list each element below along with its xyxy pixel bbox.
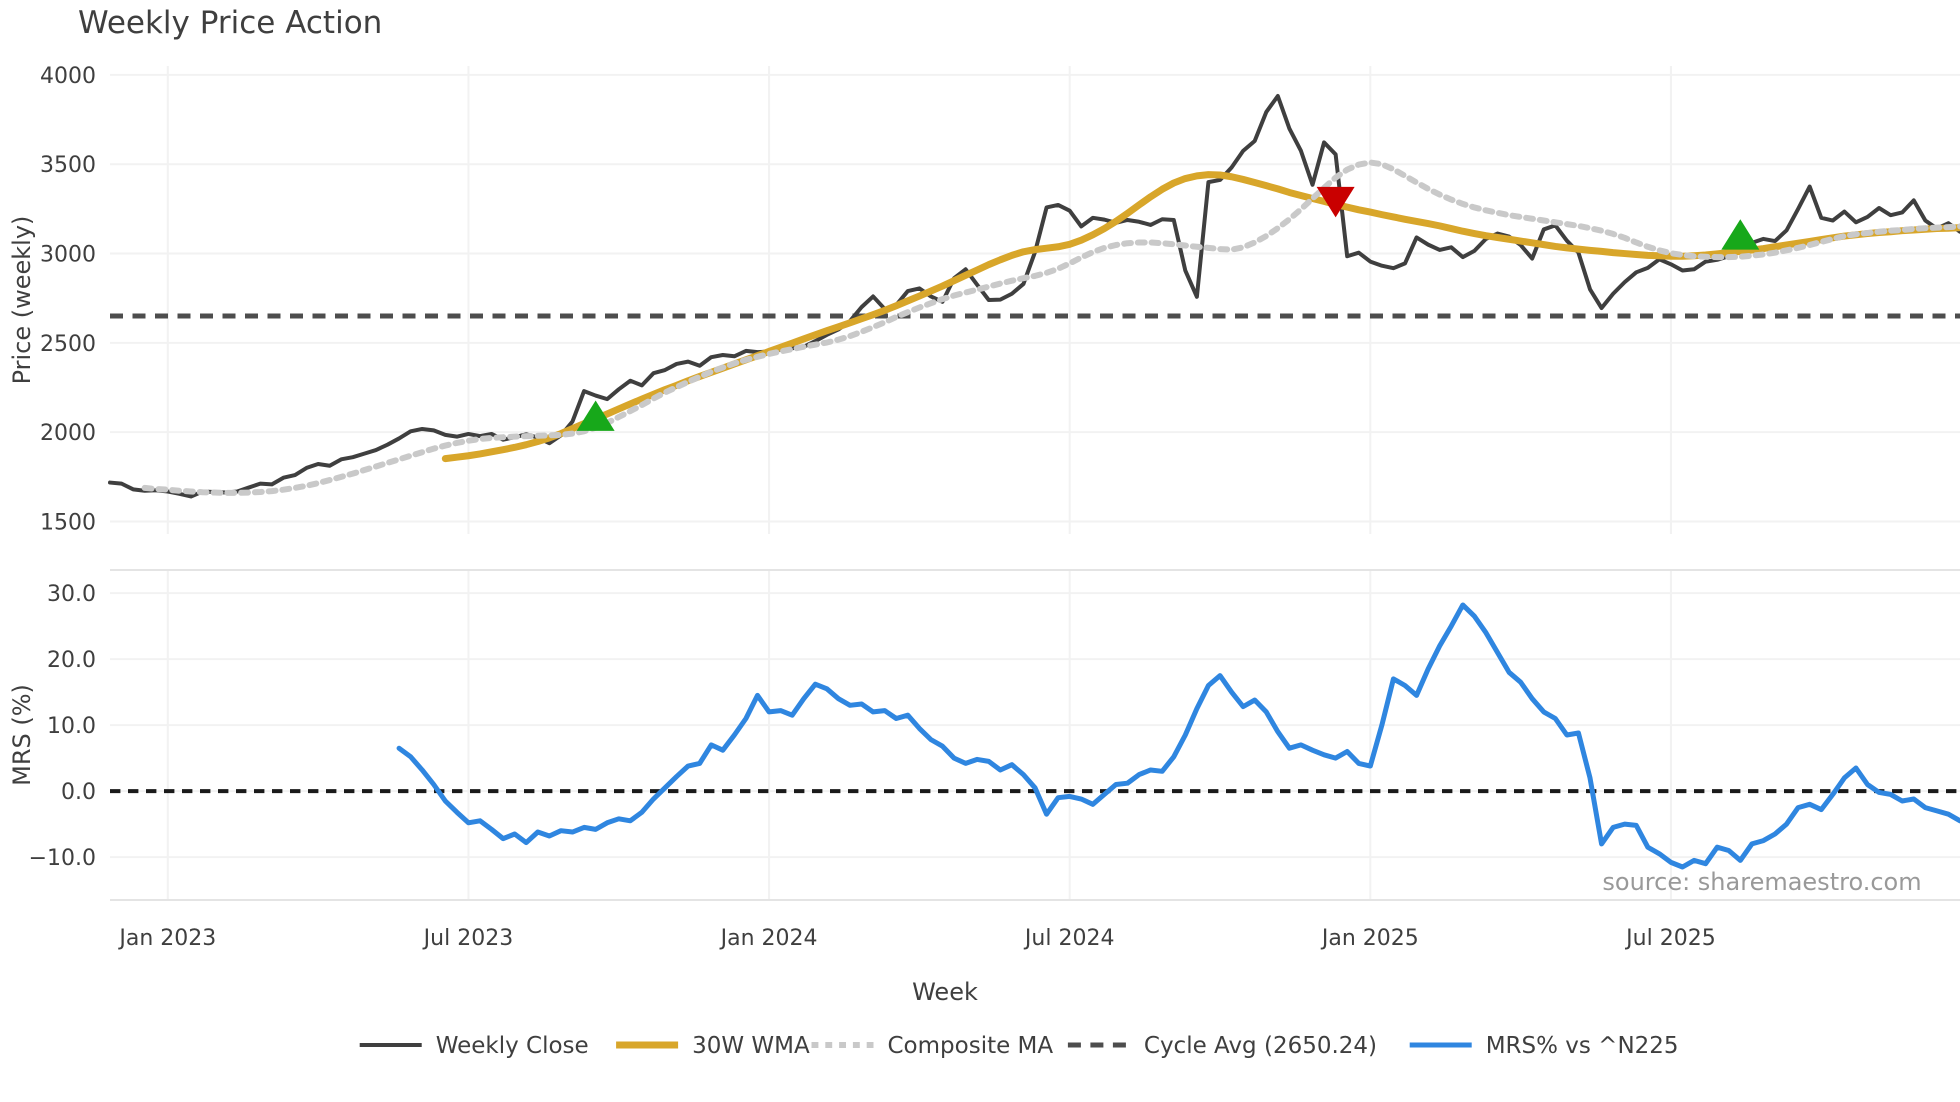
x-tick-label: Jan 2025: [1320, 926, 1419, 951]
y-tick-label: 3500: [40, 153, 96, 178]
x-tick-label: Jul 2024: [1023, 926, 1115, 951]
legend-label-4: MRS% vs ^N225: [1486, 1033, 1679, 1059]
y-tick-label: 2000: [40, 421, 96, 446]
y-tick-label: 1500: [40, 510, 96, 535]
y-axis-label: MRS (%): [8, 684, 36, 786]
buy-marker: [576, 400, 615, 431]
y-tick-label: 2500: [40, 332, 96, 357]
legend-label-3: Cycle Avg (2650.24): [1144, 1033, 1377, 1059]
y-tick-label: 4000: [40, 64, 96, 89]
y-tick-label: 30.0: [47, 582, 96, 607]
x-tick-label: Jul 2025: [1624, 926, 1716, 951]
chart-legend: Weekly Close 30W WMA Composite MA Cycle Avg…: [359, 1033, 1679, 1059]
series-weekly-close: [108, 94, 1960, 499]
sell-marker: [1316, 186, 1355, 218]
legend-label-0: Weekly Close: [436, 1033, 589, 1059]
y-tick-label: 3000: [40, 243, 96, 268]
y-tick-label: 20.0: [47, 648, 96, 673]
legend-label-1: 30W WMA: [692, 1033, 810, 1059]
chart-title: Weekly Price Action: [78, 5, 382, 41]
x-tick-label: Jan 2024: [719, 926, 818, 951]
price_panel-group: 1500 2000 2500 3000 3500 4000 Price (weekly): [8, 64, 1960, 535]
x-tick-label: Jan 2023: [117, 926, 216, 951]
y-tick-label: 0.0: [61, 780, 96, 805]
mrs_panel-group: −10.0 0.0 10.0 20.0 30.0 Jan 2023 Jul 2023 Jan …: [8, 569, 1960, 1006]
series-composite-ma: [141, 159, 1960, 496]
y-axis-label: Price (weekly): [8, 216, 36, 385]
source-watermark: source: sharemaestro.com: [1602, 868, 1921, 896]
buy-marker: [1721, 219, 1760, 250]
y-tick-label: 10.0: [47, 714, 96, 739]
x-tick-label: Jul 2023: [422, 926, 514, 951]
x-axis-label: Week: [912, 978, 978, 1006]
legend-label-2: Composite MA: [888, 1033, 1054, 1059]
y-tick-label: −10.0: [29, 846, 96, 871]
series-mrs-vs-n225: [396, 602, 1960, 870]
